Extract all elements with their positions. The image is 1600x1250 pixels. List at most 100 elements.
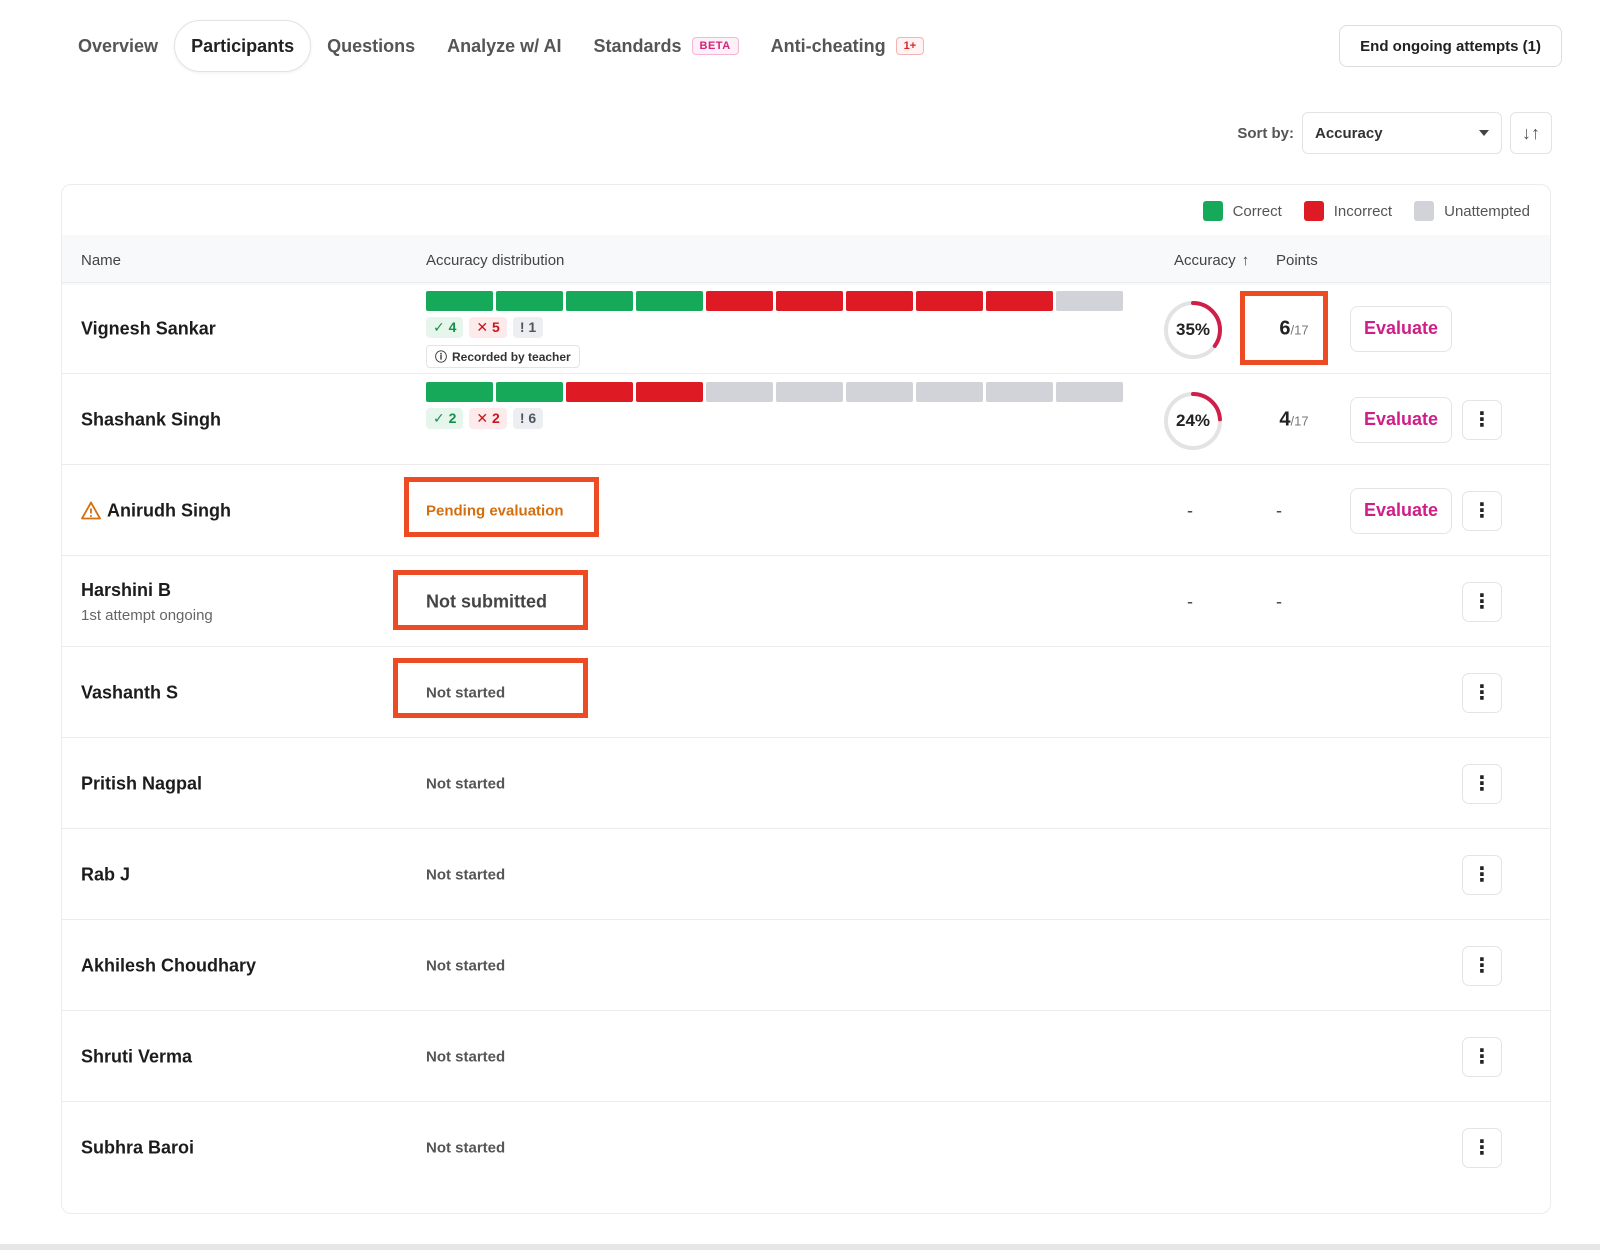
warning-icon (81, 501, 101, 520)
sort-direction-button[interactable]: ↓↑ (1510, 112, 1552, 154)
tab-label: Questions (327, 35, 416, 56)
tab-analyze-ai[interactable]: Analyze w/ AI (431, 20, 577, 72)
tab-label: Overview (78, 35, 159, 56)
legend-incorrect: Incorrect (1303, 201, 1393, 221)
kebab-menu-icon: ⋮ (1472, 591, 1492, 613)
table-row: Shashank Singh ✓ 2 ✕ 2! 6 24% 4/17 Evaluate ⋮ (62, 373, 1550, 465)
points-scored: 4 (1279, 408, 1291, 430)
header-distribution: Accuracy distribution (426, 251, 565, 269)
unattempted-segment (846, 382, 913, 402)
more-options-button[interactable]: ⋮ (1462, 945, 1502, 986)
tab-bar: Overview Participants Questions Analyze … (62, 20, 940, 72)
correct-segment (426, 382, 493, 402)
participant-name: Shruti Verma (81, 1046, 193, 1066)
participants-table: Correct Incorrect Unattempted Name Accur… (61, 184, 1551, 1214)
legend: Correct Incorrect Unattempted (1202, 201, 1530, 221)
evaluate-button[interactable]: Evaluate (1350, 487, 1452, 534)
incorrect-segment (916, 291, 983, 311)
accuracy-value: - (1187, 500, 1193, 520)
incorrect-segment (846, 291, 913, 311)
table-row: Rab J Not started ⋮ (62, 828, 1550, 920)
accuracy-value: 35% (1175, 320, 1211, 339)
points-value: - (1276, 500, 1282, 520)
evaluate-button[interactable]: Evaluate (1350, 305, 1452, 352)
tab-label: Anti-cheating (770, 35, 886, 56)
participant-status: Not started (426, 684, 506, 701)
more-options-button[interactable]: ⋮ (1462, 854, 1502, 895)
points-value: - (1276, 591, 1282, 611)
table-row: Akhilesh Choudhary Not started ⋮ (62, 919, 1550, 1011)
table-row: Vignesh Sankar ✓ 4 ✕ 5! 1 ⓘ Recorded by teac… (62, 282, 1550, 374)
header-accuracy[interactable]: Accuracy ↑ (1174, 252, 1249, 269)
legend-correct: Correct (1202, 201, 1282, 221)
legend-label: Correct (1232, 202, 1282, 220)
unattempted-segment (776, 382, 843, 402)
participant-name: Harshini B (81, 579, 172, 600)
kebab-menu-icon: ⋮ (1472, 773, 1492, 795)
correct-segment (496, 382, 563, 402)
correct-segment (426, 291, 493, 311)
table-row: Vashanth S Not started ⋮ (62, 646, 1550, 738)
unattempted-segment (706, 382, 773, 402)
participant-name-cell: Shruti Verma (81, 1046, 192, 1067)
sort-arrows-icon: ↓↑ (1522, 122, 1540, 143)
points-value: 6/17 (1254, 317, 1334, 340)
answer-counts: ✓ 4 ✕ 5! 1 (426, 317, 544, 338)
info-icon: ⓘ (435, 350, 448, 364)
evaluate-button[interactable]: Evaluate (1350, 396, 1452, 443)
beta-badge: BETA (691, 37, 739, 55)
incorrect-swatch (1303, 201, 1324, 221)
sort-dropdown[interactable]: Accuracy (1302, 112, 1502, 154)
more-options-button[interactable]: ⋮ (1462, 763, 1502, 804)
incorrect-segment (636, 382, 703, 402)
unattempted-segment (986, 382, 1053, 402)
more-options-button[interactable]: ⋮ (1462, 1127, 1502, 1168)
more-options-button[interactable]: ⋮ (1462, 581, 1502, 622)
more-options-button[interactable]: ⋮ (1462, 672, 1502, 713)
header-name[interactable]: Name (81, 251, 122, 269)
tab-label: Analyze w/ AI (447, 35, 562, 56)
participant-name-cell: Akhilesh Choudhary (81, 955, 256, 976)
accuracy-distribution-bar (426, 382, 1123, 402)
tab-overview[interactable]: Overview (62, 20, 174, 72)
participant-name-cell: Pritish Nagpal (81, 773, 202, 794)
note-label: Recorded by teacher (452, 349, 571, 364)
tab-standards[interactable]: Standards BETA (578, 20, 755, 72)
participant-name-cell: Shashank Singh (81, 409, 221, 430)
legend-label: Incorrect (1333, 202, 1393, 220)
recorded-by-teacher-tag: ⓘ Recorded by teacher (426, 345, 580, 368)
unattempted-count: ! 6 (512, 408, 544, 429)
table-row: Subhra Baroi Not started ⋮ (62, 1101, 1550, 1193)
participant-name: Anirudh Singh (107, 500, 231, 520)
tab-participants[interactable]: Participants (174, 20, 312, 72)
sort-label: Sort by: (1237, 124, 1294, 142)
participant-status: Not started (426, 775, 506, 792)
end-ongoing-attempts-button[interactable]: End ongoing attempts (1) (1339, 25, 1562, 67)
participant-name-cell: Harshini B 1st attempt ongoing (81, 580, 213, 624)
sort-bar: Sort by: Accuracy ↓↑ (1237, 112, 1552, 154)
participant-name: Vignesh Sankar (81, 318, 216, 338)
accuracy-value: - (1187, 591, 1193, 611)
participant-name-cell: Rab J (81, 864, 130, 885)
more-options-button[interactable]: ⋮ (1462, 490, 1502, 531)
points-value: 4/17 (1254, 408, 1334, 431)
kebab-menu-icon: ⋮ (1472, 409, 1492, 431)
more-options-button[interactable]: ⋮ (1462, 399, 1502, 440)
points-total: /17 (1290, 413, 1309, 428)
points-total: /17 (1290, 322, 1309, 337)
correct-segment (496, 291, 563, 311)
unattempted-count: ! 1 (512, 317, 544, 338)
more-options-button[interactable]: ⋮ (1462, 1036, 1502, 1077)
header-points[interactable]: Points (1276, 251, 1318, 269)
kebab-menu-icon: ⋮ (1472, 1046, 1492, 1068)
highlight-not-submitted (393, 570, 588, 630)
unattempted-segment (1056, 291, 1123, 311)
correct-count: ✓ 4 (426, 317, 464, 338)
tab-anti-cheating[interactable]: Anti-cheating 1+ (755, 20, 941, 72)
incorrect-segment (706, 291, 773, 311)
kebab-menu-icon: ⋮ (1472, 500, 1492, 522)
highlight-points (1240, 291, 1328, 365)
chevron-down-icon (1479, 130, 1489, 136)
attempt-status: 1st attempt ongoing (81, 606, 213, 624)
tab-questions[interactable]: Questions (311, 20, 431, 72)
